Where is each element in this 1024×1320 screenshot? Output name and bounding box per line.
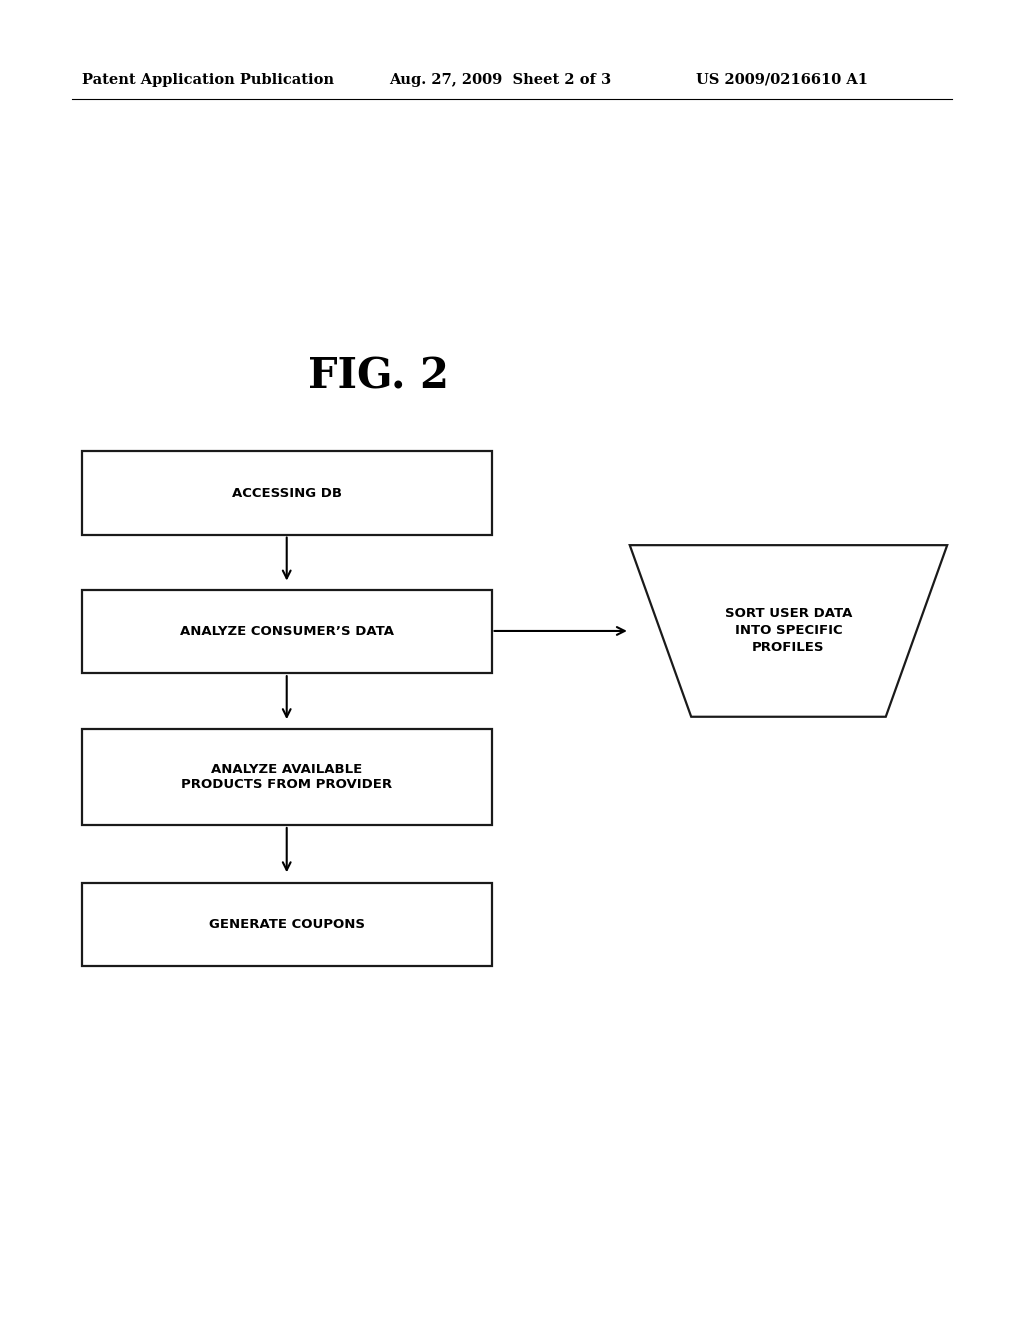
Text: ANALYZE CONSUMER’S DATA: ANALYZE CONSUMER’S DATA [180, 626, 393, 638]
Text: ACCESSING DB: ACCESSING DB [231, 487, 342, 499]
Bar [82, 590, 492, 673]
Polygon shape [630, 545, 947, 717]
Bar [82, 729, 492, 825]
Text: ANALYZE AVAILABLE
PRODUCTS FROM PROVIDER: ANALYZE AVAILABLE PRODUCTS FROM PROVIDER [181, 763, 392, 791]
Text: Patent Application Publication: Patent Application Publication [82, 73, 334, 87]
Text: US 2009/0216610 A1: US 2009/0216610 A1 [696, 73, 868, 87]
Text: Aug. 27, 2009  Sheet 2 of 3: Aug. 27, 2009 Sheet 2 of 3 [389, 73, 611, 87]
Text: GENERATE COUPONS: GENERATE COUPONS [209, 919, 365, 931]
Text: FIG. 2: FIG. 2 [308, 355, 450, 397]
Bar [82, 451, 492, 535]
Bar [82, 883, 492, 966]
Text: SORT USER DATA
INTO SPECIFIC
PROFILES: SORT USER DATA INTO SPECIFIC PROFILES [725, 607, 852, 655]
